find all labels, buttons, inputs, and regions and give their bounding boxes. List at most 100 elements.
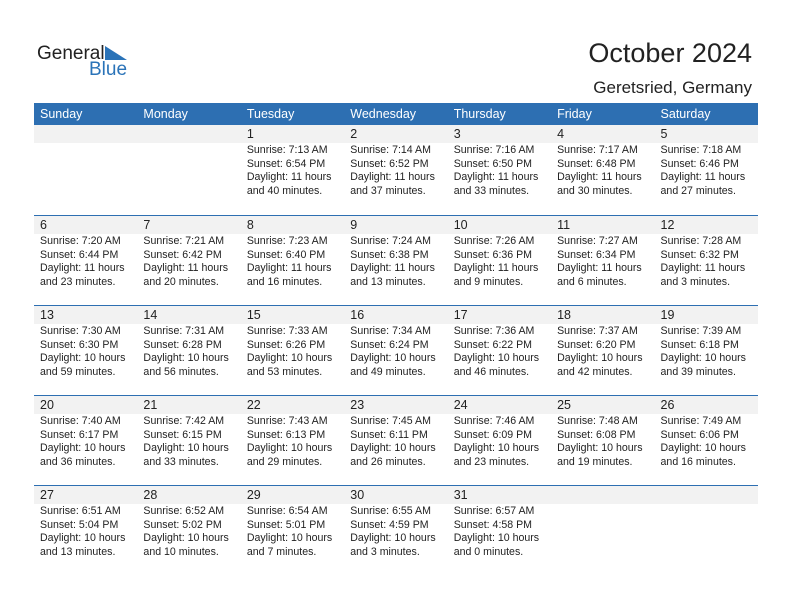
day-cell: 15 Sunrise: 7:33 AM Sunset: 6:26 PM Dayligh… <box>240 306 345 395</box>
date-band: 14 <box>137 306 241 324</box>
sunset: Sunset: 6:38 PM <box>350 248 429 261</box>
sunrise: Sunrise: 6:52 AM <box>143 505 225 517</box>
daylight: Daylight: 10 hours <box>350 352 436 364</box>
daylight-minutes: and 19 minutes. <box>557 455 633 468</box>
sun-info: Sunrise: 7:31 AM Sunset: 6:28 PM Daylight:… <box>137 324 240 379</box>
sun-info: Sunrise: 7:36 AM Sunset: 6:22 PM Daylight:… <box>448 324 551 379</box>
sun-info: Sunrise: 7:24 AM Sunset: 6:38 PM Daylight:… <box>344 234 447 289</box>
daylight: Daylight: 10 hours <box>143 532 229 544</box>
sunset: Sunset: 6:06 PM <box>660 428 739 441</box>
day-number: 28 <box>143 488 158 502</box>
day-cell: 27 Sunrise: 6:51 AM Sunset: 5:04 PM Dayligh… <box>34 486 138 575</box>
day-cell: 30 Sunrise: 6:55 AM Sunset: 4:59 PM Dayligh… <box>344 486 448 575</box>
date-band: 19 <box>654 306 758 324</box>
sunset: Sunset: 6:52 PM <box>350 157 429 170</box>
day-number: 13 <box>40 308 54 322</box>
sunrise: Sunrise: 6:57 AM <box>453 505 535 517</box>
date-band <box>34 125 138 143</box>
daylight: Daylight: 11 hours <box>40 262 125 274</box>
daylight-minutes: and 10 minutes. <box>143 545 219 558</box>
logo-text-general: General <box>37 43 105 64</box>
date-band: 9 <box>344 216 448 234</box>
sunrise: Sunrise: 7:43 AM <box>246 415 328 427</box>
sunset: Sunset: 4:59 PM <box>350 518 429 531</box>
day-cell: 1 Sunrise: 7:13 AM Sunset: 6:54 PM Daylight… <box>240 125 345 215</box>
page-title: October 2024 <box>588 38 752 68</box>
location: Geretsried, Germany <box>593 78 752 97</box>
day-cell: 13 Sunrise: 7:30 AM Sunset: 6:30 PM Dayligh… <box>34 306 138 395</box>
sun-info: Sunrise: 7:33 AM Sunset: 6:26 PM Daylight:… <box>241 324 344 379</box>
sun-info: Sunrise: 7:20 AM Sunset: 6:44 PM Daylight:… <box>34 234 137 289</box>
daylight-minutes: and 53 minutes. <box>246 365 323 378</box>
sunrise: Sunrise: 7:31 AM <box>143 325 225 337</box>
daylight: Daylight: 11 hours <box>350 262 435 274</box>
day-number: 4 <box>557 127 565 141</box>
weekday-wednesday: Wednesday <box>350 107 417 121</box>
day-cell: 31 Sunrise: 6:57 AM Sunset: 4:58 PM Dayligh… <box>447 486 552 575</box>
day-cell: 4 Sunrise: 7:17 AM Sunset: 6:48 PM Daylight… <box>551 125 655 215</box>
sun-info: Sunrise: 6:57 AM Sunset: 4:58 PM Daylight:… <box>448 504 551 559</box>
sunrise: Sunrise: 7:49 AM <box>660 415 742 427</box>
daylight: Daylight: 11 hours <box>246 171 332 183</box>
sunrise: Sunrise: 7:23 AM <box>246 235 328 247</box>
date-band: 25 <box>551 396 655 414</box>
day-cell: 8 Sunrise: 7:23 AM Sunset: 6:40 PM Daylight… <box>240 216 345 305</box>
date-band: 21 <box>137 396 241 414</box>
day-number: 27 <box>40 488 54 502</box>
weekday-tuesday: Tuesday <box>246 107 295 121</box>
daylight-minutes: and 0 minutes. <box>453 545 524 558</box>
daylight: Daylight: 10 hours <box>246 352 333 364</box>
date-band <box>654 486 758 504</box>
sun-info: Sunrise: 7:49 AM Sunset: 6:06 PM Daylight:… <box>655 414 758 469</box>
date-band <box>137 125 241 143</box>
weekday-saturday: Saturday <box>660 107 711 121</box>
date-band: 15 <box>240 306 345 324</box>
sunrise: Sunrise: 7:20 AM <box>40 235 121 247</box>
sunset: Sunset: 6:34 PM <box>557 248 636 261</box>
sun-info: Sunrise: 7:37 AM Sunset: 6:20 PM Daylight:… <box>551 324 654 379</box>
daylight: Daylight: 11 hours <box>453 171 539 183</box>
date-band: 1 <box>240 125 345 143</box>
day-cell: 9 Sunrise: 7:24 AM Sunset: 6:38 PM Daylight… <box>344 216 448 305</box>
date-band: 27 <box>34 486 138 504</box>
day-cell: 11 Sunrise: 7:27 AM Sunset: 6:34 PM Dayligh… <box>551 216 655 305</box>
sunset: Sunset: 6:44 PM <box>40 248 119 261</box>
date-band: 12 <box>654 216 758 234</box>
date-band: 5 <box>654 125 758 143</box>
sun-info: Sunrise: 7:14 AM Sunset: 6:52 PM Daylight:… <box>344 143 447 198</box>
day-number: 25 <box>557 398 572 412</box>
sun-info: Sunrise: 7:13 AM Sunset: 6:54 PM Daylight:… <box>241 143 344 198</box>
day-number: 5 <box>660 127 668 141</box>
date-band: 11 <box>551 216 655 234</box>
sunset: Sunset: 4:58 PM <box>453 518 533 531</box>
sunrise: Sunrise: 7:21 AM <box>143 235 225 247</box>
sunrise: Sunrise: 7:42 AM <box>143 415 225 427</box>
sunrise: Sunrise: 7:27 AM <box>557 235 638 247</box>
sunrise: Sunrise: 7:34 AM <box>350 325 431 337</box>
sunset: Sunset: 6:26 PM <box>246 338 326 351</box>
sun-info: Sunrise: 7:30 AM Sunset: 6:30 PM Daylight:… <box>34 324 137 379</box>
sunrise: Sunrise: 7:16 AM <box>453 144 535 156</box>
date-band: 6 <box>34 216 138 234</box>
day-cell: 23 Sunrise: 7:45 AM Sunset: 6:11 PM Dayligh… <box>344 396 448 485</box>
date-band: 22 <box>240 396 345 414</box>
daylight-minutes: and 3 minutes. <box>660 275 731 288</box>
sun-info: Sunrise: 7:43 AM Sunset: 6:13 PM Daylight:… <box>241 414 344 469</box>
sunrise: Sunrise: 7:26 AM <box>453 235 535 247</box>
sun-info: Sunrise: 6:54 AM Sunset: 5:01 PM Daylight:… <box>241 504 344 559</box>
daylight-minutes: and 23 minutes. <box>40 275 116 288</box>
daylight: Daylight: 10 hours <box>453 442 540 454</box>
sunrise: Sunrise: 7:17 AM <box>557 144 638 156</box>
day-number: 1 <box>246 127 254 141</box>
sunrise: Sunrise: 7:45 AM <box>350 415 431 427</box>
day-cell: 6 Sunrise: 7:20 AM Sunset: 6:44 PM Daylight… <box>34 216 138 305</box>
day-number: 11 <box>557 218 571 232</box>
sun-info: Sunrise: 7:16 AM Sunset: 6:50 PM Daylight:… <box>448 143 551 198</box>
daylight-minutes: and 42 minutes. <box>557 365 633 378</box>
daylight: Daylight: 10 hours <box>246 532 333 544</box>
sunrise: Sunrise: 6:55 AM <box>350 505 431 517</box>
date-band: 20 <box>34 396 138 414</box>
sun-info: Sunrise: 7:28 AM Sunset: 6:32 PM Daylight:… <box>655 234 758 289</box>
daylight: Daylight: 11 hours <box>246 262 332 274</box>
day-cell: 19 Sunrise: 7:39 AM Sunset: 6:18 PM Dayligh… <box>654 306 758 395</box>
